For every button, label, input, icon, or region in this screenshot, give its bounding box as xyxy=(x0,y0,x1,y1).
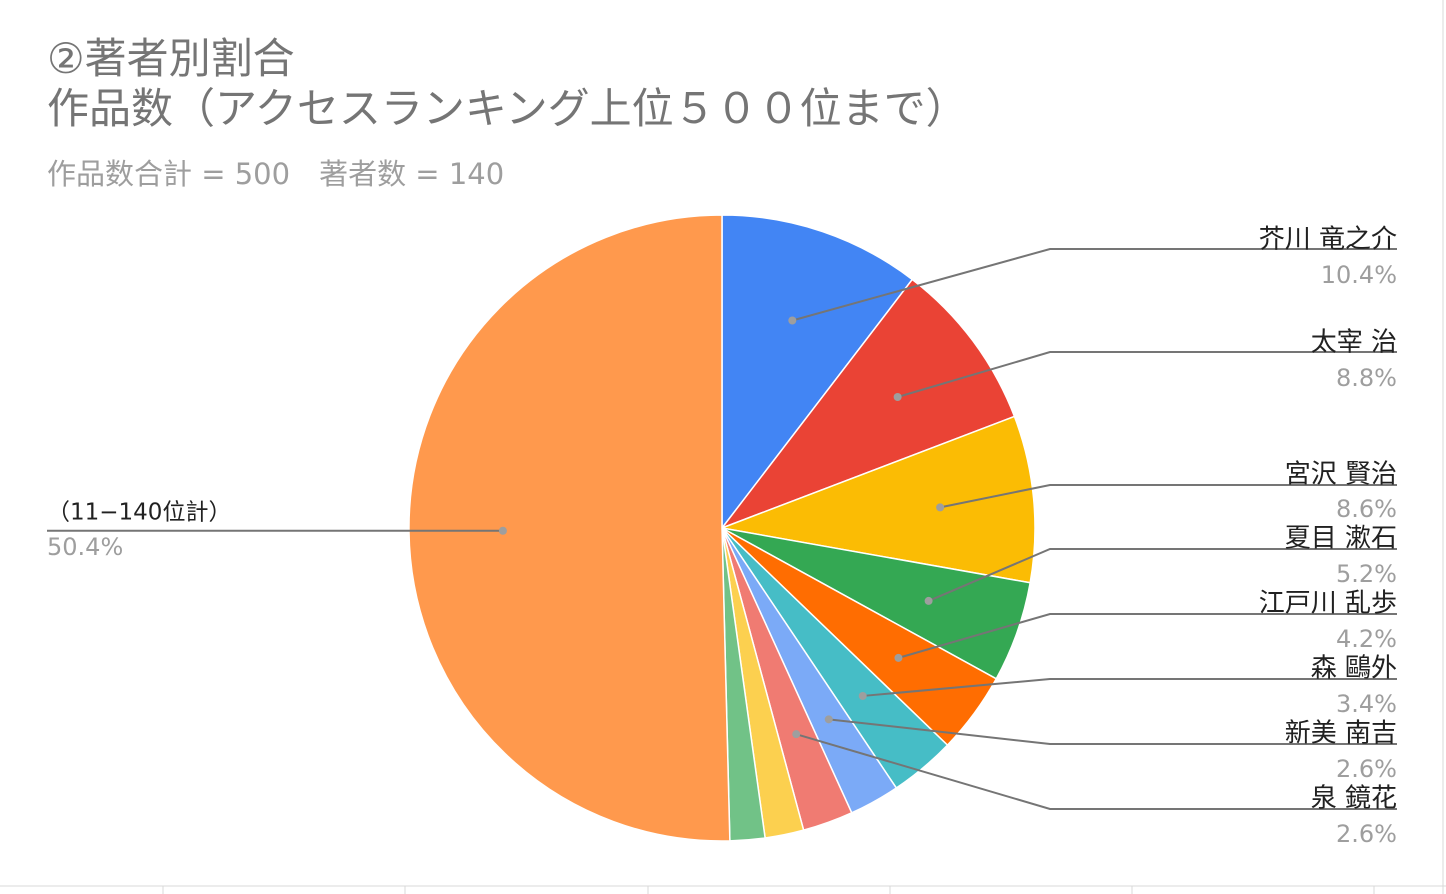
chart-title: ②著者別割合 xyxy=(47,34,295,83)
slice-percent: 8.8% xyxy=(1336,364,1397,392)
leader-line xyxy=(897,351,1397,398)
leader-dot xyxy=(792,730,801,739)
chart-subtitle: 作品数合計 = 500 著者数 = 140 xyxy=(47,157,505,191)
leader-dot xyxy=(924,596,933,605)
slice-label: 森 鷗外 xyxy=(1311,654,1397,684)
leader-line xyxy=(795,733,1397,810)
leader-dot xyxy=(936,503,945,512)
slice-percent: 10.4% xyxy=(1321,261,1397,289)
slice-label: 江戸川 乱歩 xyxy=(1259,589,1397,619)
slice-percent: 5.2% xyxy=(1336,560,1397,588)
leader-line xyxy=(898,613,1397,659)
slice-label: 宮沢 賢治 xyxy=(1285,460,1397,490)
slice-percent: 4.2% xyxy=(1336,625,1397,653)
slice-percent: 2.6% xyxy=(1336,755,1397,783)
leader-dot xyxy=(894,653,903,662)
slice-percent: 2.6% xyxy=(1336,820,1397,848)
slice-label: 太宰 治 xyxy=(1311,328,1397,358)
leader-line xyxy=(928,548,1397,602)
slice-percent: 3.4% xyxy=(1336,690,1397,718)
leader-dot xyxy=(858,691,867,700)
leader-dot xyxy=(824,715,833,724)
slice-label: 夏目 漱石 xyxy=(1285,524,1397,554)
slice-label: 新美 南吉 xyxy=(1285,719,1397,749)
leader-line xyxy=(792,248,1397,322)
leader-dot xyxy=(498,526,507,535)
slice-percent: 8.6% xyxy=(1336,495,1397,523)
chart-title-line2: 作品数（アクセスランキング上位５００位まで） xyxy=(47,84,968,133)
slice-label: 泉 鏡花 xyxy=(1311,784,1397,814)
pie-slice xyxy=(721,214,914,531)
leader-line xyxy=(828,718,1397,745)
leader-line xyxy=(862,678,1397,697)
leader-line xyxy=(939,484,1397,509)
pie-slice xyxy=(408,214,731,842)
leader-dot xyxy=(893,392,902,401)
slice-label: （11−140位計） xyxy=(47,499,231,525)
leader-dot xyxy=(788,316,797,325)
slice-label: 芥川 竜之介 xyxy=(1259,225,1397,255)
slice-percent: 50.4% xyxy=(47,533,123,561)
